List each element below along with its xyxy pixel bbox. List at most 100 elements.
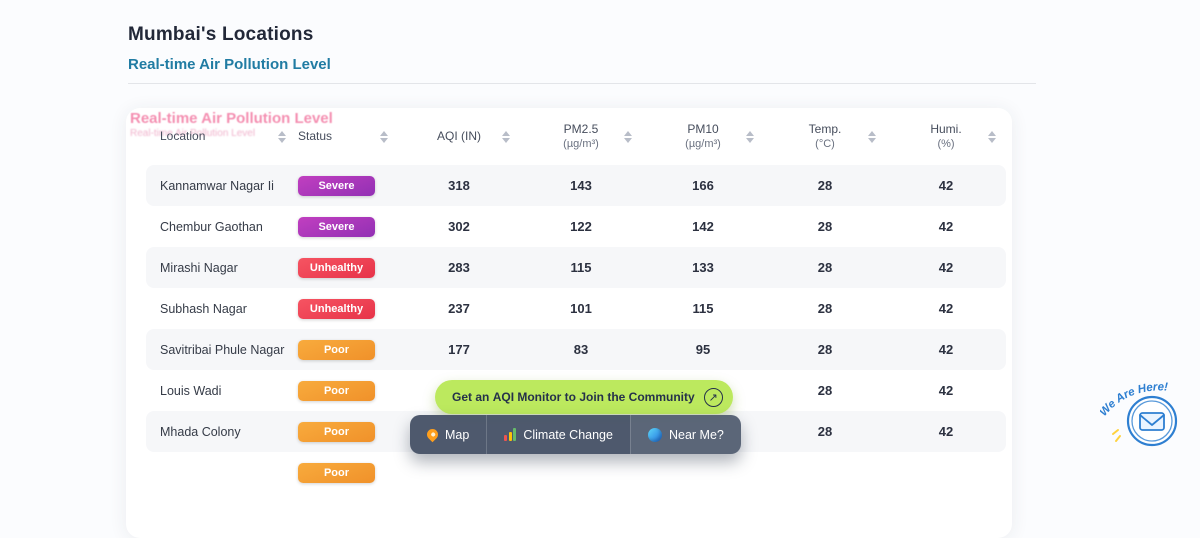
column-header-pm25[interactable]: PM2.5 (µg/m³)	[520, 108, 642, 165]
humidity-value: 42	[886, 424, 1006, 439]
column-label: Location	[160, 130, 205, 144]
pm25-value: 83	[520, 342, 642, 357]
status-badge[interactable]: Poor	[298, 463, 375, 483]
humidity-value: 42	[886, 301, 1006, 316]
table-row[interactable]: Poor	[146, 452, 1006, 493]
status-badge[interactable]: Severe	[298, 176, 375, 196]
pm25-value: 143	[520, 178, 642, 193]
pm10-value: 133	[642, 260, 764, 275]
map-pin-icon	[425, 427, 441, 443]
status-cell: Poor	[296, 422, 398, 442]
table-row[interactable]: Savitribai Phule Nagar Poor 177 83 95 28…	[146, 329, 1006, 370]
temp-value: 28	[764, 383, 886, 398]
column-label: AQI (IN)	[437, 130, 481, 144]
humidity-value: 42	[886, 219, 1006, 234]
humidity-value: 42	[886, 260, 1006, 275]
pm10-value: 115	[642, 301, 764, 316]
column-header-humidity[interactable]: Humi. (%)	[886, 108, 1006, 165]
column-header-location[interactable]: Location	[146, 108, 296, 165]
aqi-logo-icon	[648, 428, 662, 442]
page-title: Mumbai's Locations	[128, 24, 331, 46]
chat-widget[interactable]: We Are Here!	[1100, 374, 1200, 466]
temp-value: 28	[764, 342, 886, 357]
temp-value: 28	[764, 219, 886, 234]
sort-icon[interactable]	[380, 131, 388, 143]
nav-label: Climate Change	[523, 428, 613, 442]
aqi-monitor-cta-button[interactable]: Get an AQI Monitor to Join the Community…	[435, 380, 733, 414]
sort-icon[interactable]	[624, 131, 632, 143]
table-row[interactable]: Chembur Gaothan Severe 302 122 142 28 42	[146, 206, 1006, 247]
table-row[interactable]: Subhash Nagar Unhealthy 237 101 115 28 4…	[146, 288, 1006, 329]
sort-icon[interactable]	[502, 131, 510, 143]
sort-icon[interactable]	[868, 131, 876, 143]
location-cell: Subhash Nagar	[146, 302, 296, 316]
column-header-pm10[interactable]: PM10 (µg/m³)	[642, 108, 764, 165]
doodle-accent	[1113, 430, 1120, 441]
pm10-value: 95	[642, 342, 764, 357]
column-label: Temp.	[809, 123, 842, 137]
status-badge[interactable]: Severe	[298, 217, 375, 237]
page-subtitle: Real-time Air Pollution Level	[128, 56, 331, 73]
aqi-value: 318	[398, 178, 520, 193]
column-header-temp[interactable]: Temp. (°C)	[764, 108, 886, 165]
aqi-value: 302	[398, 219, 520, 234]
status-badge[interactable]: Unhealthy	[298, 299, 375, 319]
sort-icon[interactable]	[746, 131, 754, 143]
status-cell: Poor	[296, 340, 398, 360]
column-unit: (µg/m³)	[563, 138, 599, 150]
temp-value: 28	[764, 424, 886, 439]
location-cell: Mirashi Nagar	[146, 261, 296, 275]
location-cell: Chembur Gaothan	[146, 220, 296, 234]
table-row[interactable]: Kannamwar Nagar Ii Severe 318 143 166 28…	[146, 165, 1006, 206]
arrow-up-right-icon[interactable]: ↗	[704, 388, 723, 407]
status-cell: Poor	[296, 381, 398, 401]
humidity-value: 42	[886, 383, 1006, 398]
status-cell: Poor	[296, 463, 398, 483]
column-label: PM2.5	[564, 123, 599, 137]
column-label: Humi.	[930, 123, 961, 137]
chat-widget-graphic: We Are Here!	[1100, 374, 1200, 466]
column-header-aqi[interactable]: AQI (IN)	[398, 108, 520, 165]
nav-item-near-me[interactable]: Near Me?	[630, 415, 741, 454]
temp-value: 28	[764, 260, 886, 275]
column-unit: (°C)	[815, 138, 835, 150]
column-header-status[interactable]: Status	[296, 108, 398, 165]
pm10-value: 142	[642, 219, 764, 234]
page-header: Mumbai's Locations Real-time Air Polluti…	[128, 24, 331, 73]
status-badge[interactable]: Poor	[298, 381, 375, 401]
floating-nav: Map Climate Change Near Me?	[410, 415, 741, 454]
location-cell: Kannamwar Nagar Ii	[146, 179, 296, 193]
status-badge[interactable]: Unhealthy	[298, 258, 375, 278]
pm25-value: 101	[520, 301, 642, 316]
status-badge[interactable]: Poor	[298, 340, 375, 360]
nav-item-map[interactable]: Map	[410, 415, 486, 454]
cta-text: Get an AQI Monitor to Join the Community	[452, 390, 695, 404]
location-cell: Louis Wadi	[146, 384, 296, 398]
nav-item-climate-change[interactable]: Climate Change	[486, 415, 630, 454]
aqi-value: 283	[398, 260, 520, 275]
table-row[interactable]: Mirashi Nagar Unhealthy 283 115 133 28 4…	[146, 247, 1006, 288]
humidity-value: 42	[886, 342, 1006, 357]
aqi-value: 237	[398, 301, 520, 316]
status-cell: Unhealthy	[296, 258, 398, 278]
column-label: PM10	[687, 123, 718, 137]
column-unit: (%)	[937, 138, 954, 150]
sort-icon[interactable]	[278, 131, 286, 143]
bar-chart-icon	[504, 428, 516, 441]
table-header: Location Status AQI (IN) PM2.5 (µg/m³) P…	[146, 108, 1006, 165]
temp-value: 28	[764, 178, 886, 193]
sort-icon[interactable]	[988, 131, 996, 143]
location-cell: Savitribai Phule Nagar	[146, 343, 296, 357]
nav-label: Near Me?	[669, 428, 724, 442]
humidity-value: 42	[886, 178, 1006, 193]
column-unit: (µg/m³)	[685, 138, 721, 150]
location-cell: Mhada Colony	[146, 425, 296, 439]
pollution-table-card: Real-time Air Pollution Level Real-time …	[126, 108, 1012, 538]
envelope-icon	[1140, 413, 1164, 430]
status-cell: Severe	[296, 217, 398, 237]
temp-value: 28	[764, 301, 886, 316]
status-badge[interactable]: Poor	[298, 422, 375, 442]
header-divider	[128, 83, 1036, 84]
column-label: Status	[298, 130, 332, 144]
aqi-value: 177	[398, 342, 520, 357]
